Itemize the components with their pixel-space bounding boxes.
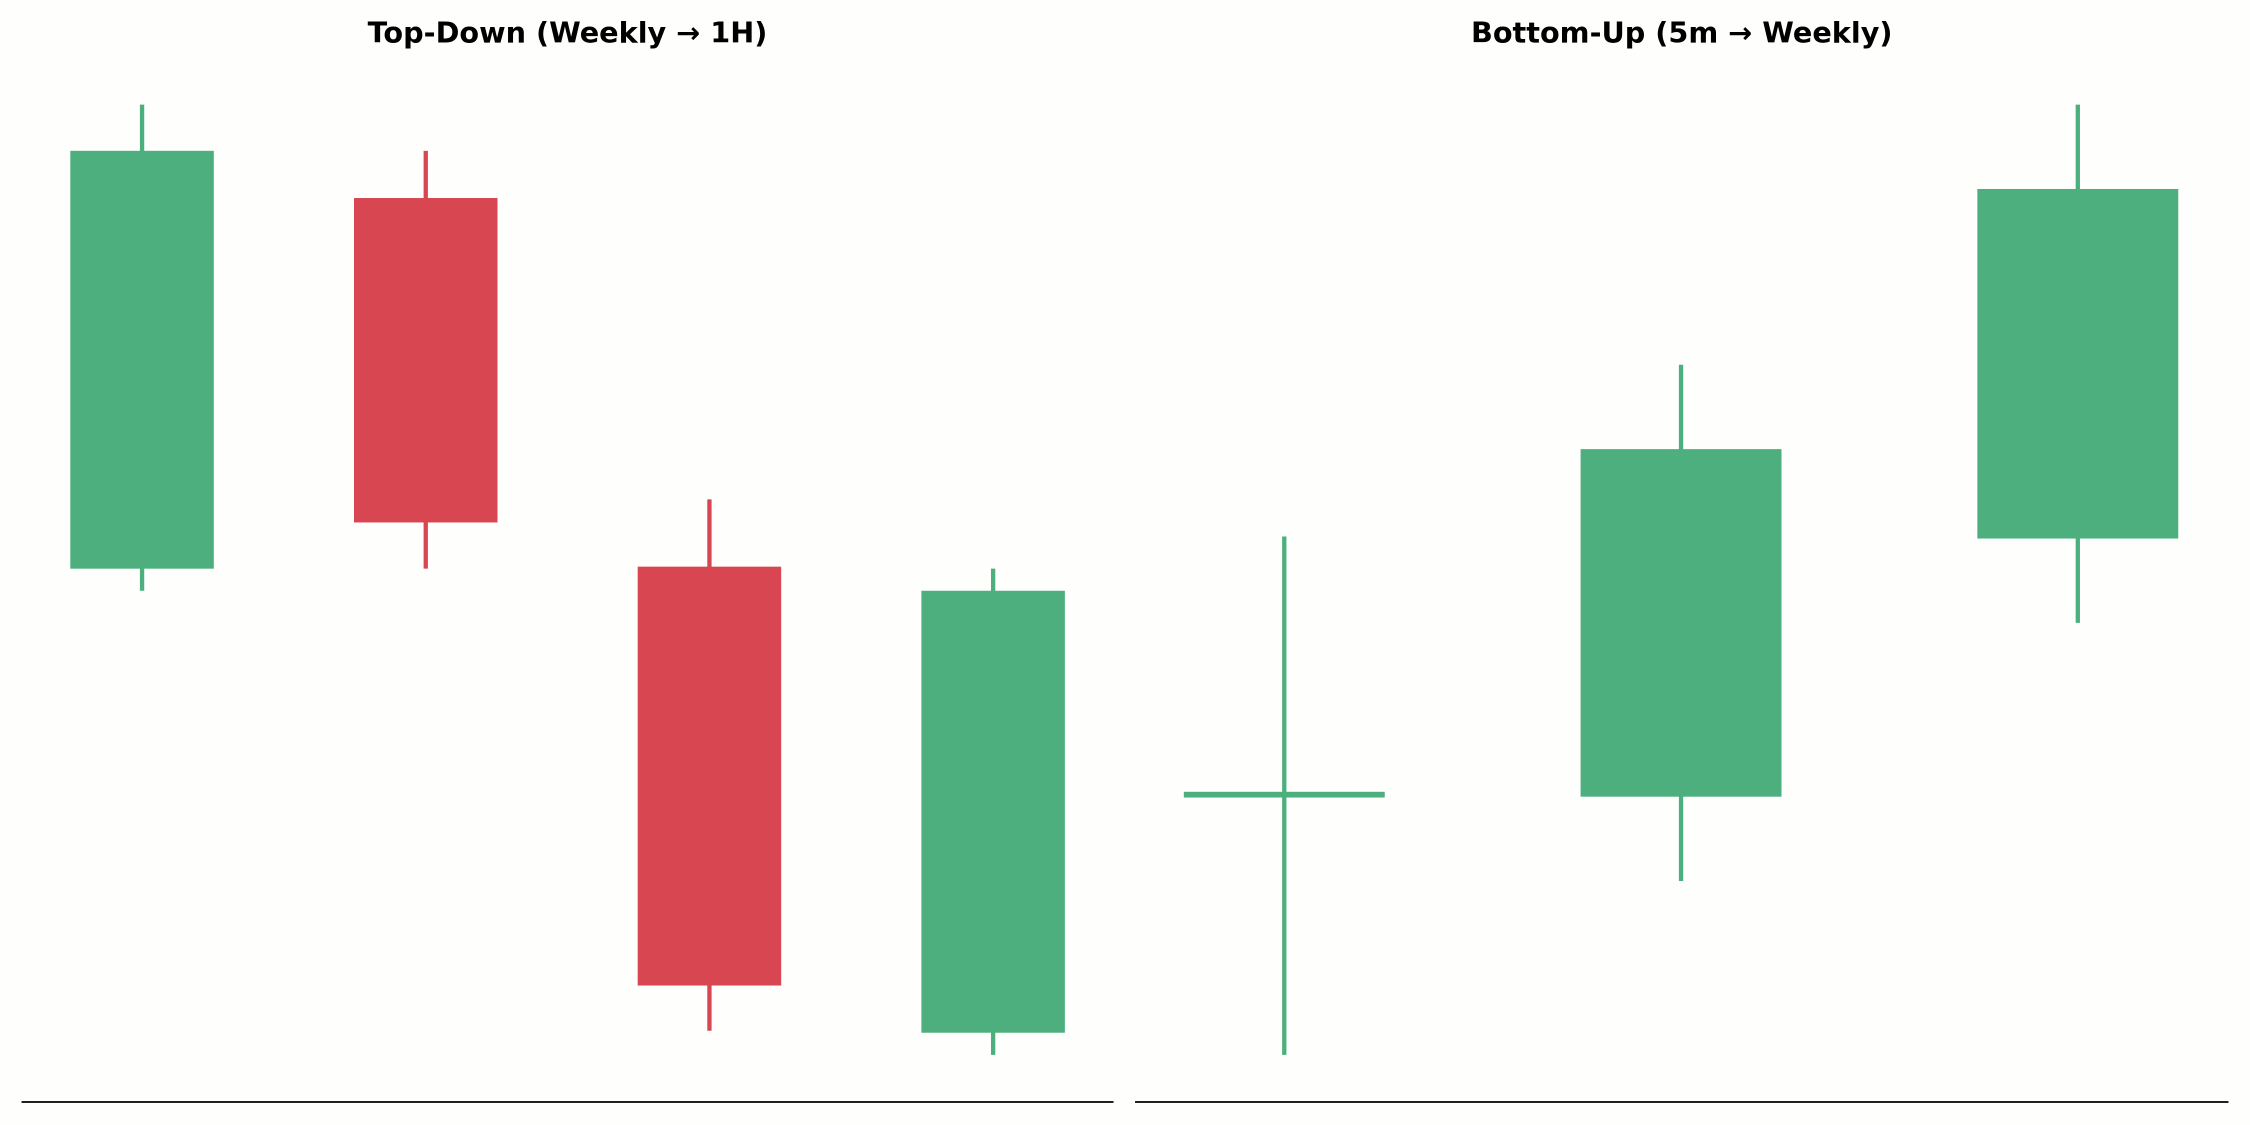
candle-body	[70, 150, 214, 569]
candle-body	[637, 566, 782, 986]
candle-body	[1977, 188, 2179, 539]
candle-body	[354, 198, 498, 523]
chart-title: Top-Down (Weekly → 1H)	[368, 15, 768, 49]
candle-body	[921, 590, 1065, 1033]
candle-body	[1580, 449, 1782, 797]
chart-title: Bottom-Up (5m → Weekly)	[1471, 15, 1893, 49]
candle-body	[1183, 791, 1385, 798]
